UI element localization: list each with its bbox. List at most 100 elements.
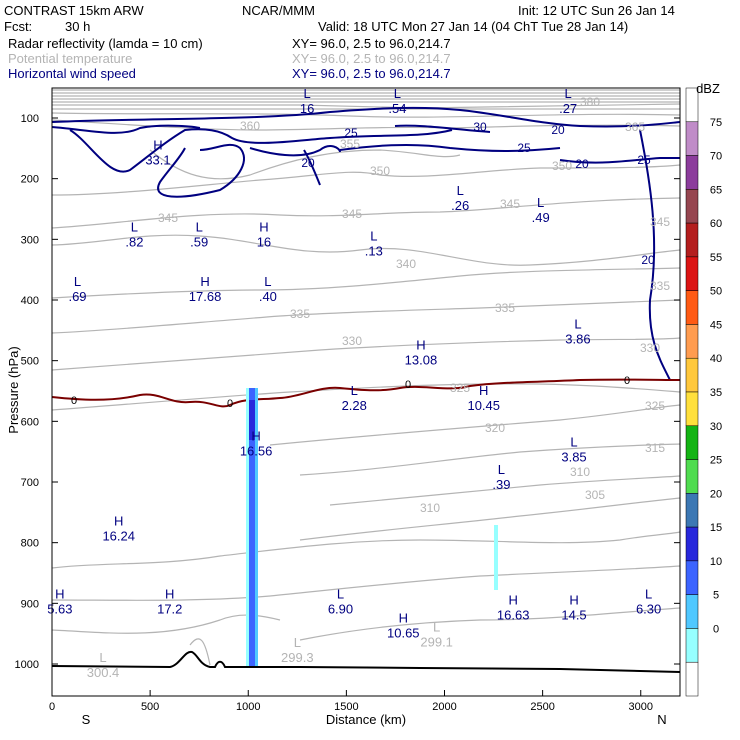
extremum-type: H <box>153 137 162 152</box>
wind-contour-label: 25 <box>344 126 358 140</box>
extremum-type: H <box>165 586 174 601</box>
colorbar-swatch <box>685 493 699 528</box>
freezing-level-label: 0 <box>227 398 233 410</box>
extremum-value: 10.45 <box>467 398 500 413</box>
colorbar-swatch <box>685 189 699 224</box>
extremum-type: H <box>569 592 578 607</box>
extremum-value: .69 <box>68 289 86 304</box>
colorbar-swatch <box>685 628 699 663</box>
model-title: CONTRAST 15km ARW <box>4 3 144 18</box>
wind-contour-label: 25 <box>517 141 531 155</box>
extremum-value: .26 <box>451 198 469 213</box>
wind-contour-label: 20 <box>551 123 565 137</box>
colorbar-swatch <box>685 459 699 494</box>
field-theta-xy: XY= 96.0, 2.5 to 96.0,214.7 <box>292 51 451 66</box>
valid-time: Valid: 18 UTC Mon 27 Jan 14 (04 ChT Tue … <box>318 19 628 34</box>
x-tick-label: 500 <box>141 701 159 713</box>
extremum-value: 17.2 <box>157 601 182 616</box>
theta-contour-label: 350 <box>370 164 390 178</box>
theta-contour-label: 355 <box>340 137 360 151</box>
reflectivity-edge-right <box>255 388 258 666</box>
extremum-value: .13 <box>365 243 383 258</box>
colorbar-swatch <box>685 155 699 190</box>
y-tick-label: 800 <box>21 538 39 550</box>
extremum-value: 16 <box>257 234 271 249</box>
extremum-value: .54 <box>388 101 406 116</box>
extremum-value: 10.65 <box>387 626 420 641</box>
x-tick-label: 0 <box>49 701 55 713</box>
colorbar-tick-label: 35 <box>710 387 722 399</box>
extremum-value: 16.56 <box>240 444 273 459</box>
extremum-type: L <box>304 86 311 101</box>
colorbar-tick-label: 30 <box>710 421 722 433</box>
x-axis-label: Distance (km) <box>326 712 406 727</box>
theta-contours <box>51 89 681 666</box>
extremum-value: 3.86 <box>565 331 590 346</box>
colorbar-swatch <box>685 222 699 258</box>
y-tick-label: 1000 <box>15 659 39 671</box>
extremum-value: 17.68 <box>189 289 222 304</box>
colorbar-swatch <box>685 391 699 427</box>
field-radar-xy: XY= 96.0, 2.5 to 96.0,214.7 <box>292 36 451 51</box>
colorbar-tick-label: 5 <box>713 590 719 602</box>
extremum-value: 16.24 <box>102 529 135 544</box>
fcst-label: Fcst: <box>4 19 32 34</box>
colorbar-tick-label: 50 <box>710 286 722 298</box>
colorbar-swatch <box>685 526 699 562</box>
extremum-type: L <box>196 219 203 234</box>
colorbar-title: dBZ <box>696 81 720 96</box>
terrain-line <box>51 650 681 673</box>
extremum-value: .82 <box>125 234 143 249</box>
colorbar-swatch <box>685 594 699 629</box>
init-time: Init: 12 UTC Sun 26 Jan 14 <box>518 3 675 18</box>
colorbar-tick-label: 20 <box>710 488 722 500</box>
x-end-left: S <box>82 712 91 727</box>
freezing-level-line <box>51 378 681 408</box>
theta-contour-label: 360 <box>240 119 260 133</box>
colorbar-swatch <box>685 425 699 460</box>
freezing-level-label: 0 <box>405 379 411 391</box>
extremum-value: 16.63 <box>497 607 530 622</box>
theta-contour-label: 335 <box>290 307 310 321</box>
plot-frame <box>51 87 681 697</box>
extremum-type: L <box>574 316 581 331</box>
fcst-value: 30 h <box>65 19 90 34</box>
extremum-value: 16 <box>300 101 314 116</box>
colorbar-tick-label: 15 <box>710 522 722 534</box>
extremum-type: H <box>251 429 260 444</box>
theta-contour-label: 345 <box>500 197 520 211</box>
theta-extremum-type: L <box>99 650 106 665</box>
y-tick-label: 600 <box>21 416 39 428</box>
theta-extremum-type: L <box>294 635 301 650</box>
reflectivity-column <box>249 388 255 666</box>
x-tick-label: 2000 <box>432 701 456 713</box>
field-theta-name: Potential temperature <box>8 51 132 66</box>
theta-contour-labels: 360 355 350 350 345 345 345 345 340 335 335 335 330 3… <box>158 95 670 515</box>
theta-extremum-value: 299.3 <box>281 650 314 665</box>
theta-contour-label: 310 <box>420 501 440 515</box>
extremum-type: L <box>394 86 401 101</box>
colorbar-swatch <box>685 560 699 595</box>
y-tick-label: 400 <box>21 295 39 307</box>
y-axis-label: Pressure (hPa) <box>6 346 21 433</box>
extremum-type: L <box>370 228 377 243</box>
theta-contour-label: 315 <box>645 441 665 455</box>
extremum-type: L <box>457 183 464 198</box>
reflectivity-core <box>249 400 255 440</box>
extremum-type: L <box>645 586 652 601</box>
extremum-type: H <box>479 383 488 398</box>
field-radar-name: Radar reflectivity (lamda = 10 cm) <box>8 36 203 51</box>
colorbar-swatch <box>685 357 699 393</box>
extremum-type: H <box>55 586 64 601</box>
extremum-value: .40 <box>259 289 277 304</box>
extremum-value: 6.30 <box>636 601 661 616</box>
extremum-type: H <box>508 592 517 607</box>
theta-contour-label: 340 <box>396 257 416 271</box>
x-tick-label: 3000 <box>629 701 653 713</box>
theta-contour-label: 365 <box>625 120 645 134</box>
theta-contour-label: 330 <box>640 341 660 355</box>
theta-contour-label: 345 <box>650 215 670 229</box>
colorbar-tick-label: 10 <box>710 556 722 568</box>
extremum-type: L <box>570 435 577 450</box>
